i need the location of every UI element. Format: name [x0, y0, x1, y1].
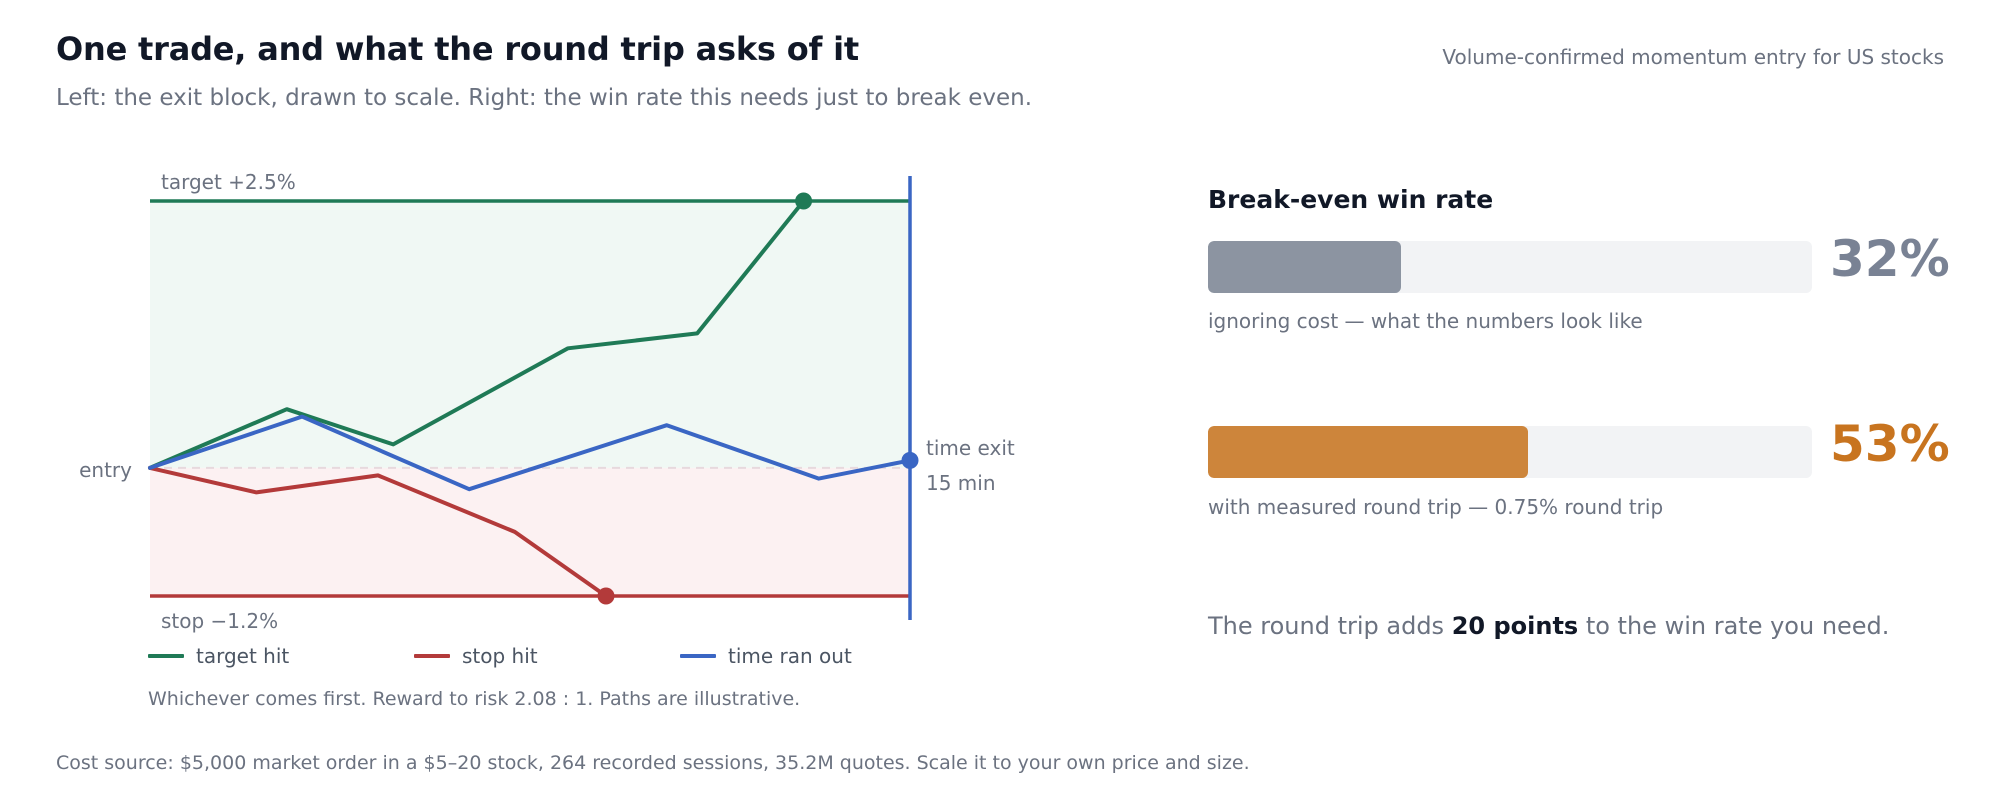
footer-source: Cost source: $5,000 market order in a $5… [56, 752, 1250, 774]
legend-swatch-time [680, 654, 716, 658]
series-stop-hit-path [148, 465, 608, 598]
legend-swatch-target [148, 654, 184, 658]
time-exit-duration-label: 15 min [926, 471, 996, 495]
series-target-hit-end-marker [795, 192, 813, 210]
series-time-ran-out-end-marker [901, 451, 919, 469]
legend-label-time: time ran out [728, 644, 852, 668]
bar-with-round-trip [1208, 426, 1529, 478]
summary-after: to the win rate you need. [1578, 612, 1890, 640]
bar-ignoring-cost [1208, 241, 1402, 293]
page-subtitle: Left: the exit block, drawn to scale. Ri… [56, 85, 1033, 111]
bar-caption-with-round-trip: with measured round trip — 0.75% round t… [1208, 495, 1664, 519]
bar-value-with-round-trip: 53% [1830, 415, 1950, 473]
chart-legend: target hit stop hit time ran out [148, 644, 948, 674]
summary-before: The round trip adds [1208, 612, 1452, 640]
legend-item-time: time ran out [680, 644, 852, 668]
series-time-ran-out-path [148, 414, 912, 492]
legend-label-stop: stop hit [462, 644, 538, 668]
bar-track-ignoring-cost [1208, 241, 1812, 293]
legend-item-stop: stop hit [414, 644, 538, 668]
bar-caption-ignoring-cost: ignoring cost — what the numbers look li… [1208, 309, 1643, 333]
target-label: target +2.5% [161, 170, 296, 194]
series-stop-hit-end-marker [597, 587, 615, 605]
bar-value-ignoring-cost: 32% [1830, 230, 1950, 288]
stop-zone [150, 467, 910, 596]
breakeven-title: Break-even win rate [1208, 185, 1494, 214]
legend-label-target: target hit [196, 644, 290, 668]
entry-label: entry [79, 458, 132, 482]
legend-item-target: target hit [148, 644, 289, 668]
chart-caption: Whichever comes first. Reward to risk 2.… [148, 688, 801, 710]
header-note: Volume-confirmed momentum entry for US s… [1442, 45, 1944, 69]
stop-label: stop −1.2% [161, 609, 278, 633]
bar-track-with-round-trip [1208, 426, 1812, 478]
page-title: One trade, and what the round trip asks … [56, 30, 860, 68]
summary-bold: 20 points [1451, 612, 1579, 640]
time-exit-label: time exit [926, 436, 1015, 460]
summary-text: The round trip adds 20 points to the win… [1208, 612, 1889, 640]
legend-swatch-stop [414, 654, 450, 658]
series-target-hit-path [148, 199, 806, 470]
